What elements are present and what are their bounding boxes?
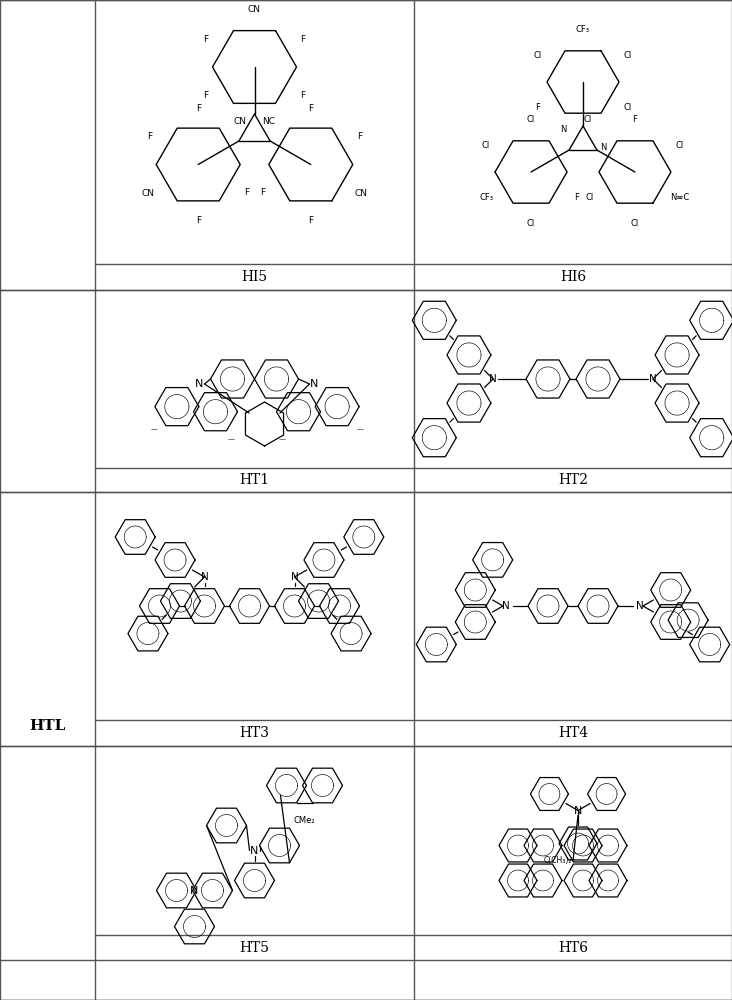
Text: HT5: HT5: [239, 940, 269, 954]
Text: N: N: [195, 379, 203, 389]
Text: CF₃: CF₃: [576, 25, 590, 34]
Text: N: N: [291, 572, 299, 582]
Text: N: N: [560, 125, 566, 134]
Text: N≡C: N≡C: [671, 194, 690, 202]
Text: F: F: [300, 34, 305, 43]
Text: N: N: [600, 142, 606, 151]
Text: Cl: Cl: [482, 141, 490, 150]
Text: CN: CN: [354, 189, 367, 198]
Text: N: N: [636, 601, 644, 611]
Text: N: N: [201, 572, 209, 582]
Text: CN: CN: [234, 117, 247, 126]
Text: Cl: Cl: [584, 115, 592, 124]
Text: N: N: [649, 374, 657, 384]
Text: —: —: [228, 436, 235, 442]
Text: F: F: [300, 91, 305, 100]
Text: HT2: HT2: [558, 473, 588, 487]
Text: Cl: Cl: [586, 194, 594, 202]
Text: F: F: [356, 132, 362, 141]
Text: HI6: HI6: [560, 270, 586, 284]
Text: Cl: Cl: [676, 141, 684, 150]
Text: F: F: [244, 188, 250, 197]
Text: HT6: HT6: [558, 940, 588, 954]
Text: F: F: [308, 216, 313, 225]
Text: F: F: [203, 91, 209, 100]
Text: HTL: HTL: [29, 719, 66, 733]
Text: HI5: HI5: [242, 270, 268, 284]
Text: HT4: HT4: [558, 726, 588, 740]
Text: F: F: [308, 104, 313, 113]
Text: CN: CN: [248, 4, 261, 13]
Text: N: N: [502, 601, 510, 611]
Text: Cl: Cl: [624, 51, 632, 60]
Text: F: F: [536, 104, 540, 112]
Text: CF₃: CF₃: [479, 194, 493, 202]
Text: CMe₂: CMe₂: [294, 816, 315, 825]
Text: F: F: [574, 194, 578, 202]
Text: N: N: [190, 886, 198, 896]
Text: HT3: HT3: [239, 726, 269, 740]
Text: F: F: [260, 188, 265, 197]
Text: N: N: [574, 806, 582, 816]
Text: CN: CN: [141, 189, 154, 198]
Text: NC: NC: [262, 117, 275, 126]
Text: Cl: Cl: [527, 220, 535, 229]
Text: F: F: [203, 34, 209, 43]
Text: N: N: [310, 379, 318, 389]
Text: HT1: HT1: [239, 473, 269, 487]
Text: Cl: Cl: [534, 51, 542, 60]
Text: —: —: [356, 426, 363, 432]
Text: N: N: [489, 374, 497, 384]
Text: —: —: [151, 426, 157, 432]
Text: F: F: [147, 132, 152, 141]
Text: —: —: [279, 436, 286, 442]
Text: F: F: [195, 104, 201, 113]
Text: Cl: Cl: [624, 104, 632, 112]
Text: N: N: [250, 846, 258, 856]
Text: F: F: [195, 216, 201, 225]
Text: C(CH₃)₂: C(CH₃)₂: [544, 856, 572, 865]
Text: F: F: [632, 115, 638, 124]
Text: Cl: Cl: [527, 115, 535, 124]
Text: Cl: Cl: [631, 220, 639, 229]
